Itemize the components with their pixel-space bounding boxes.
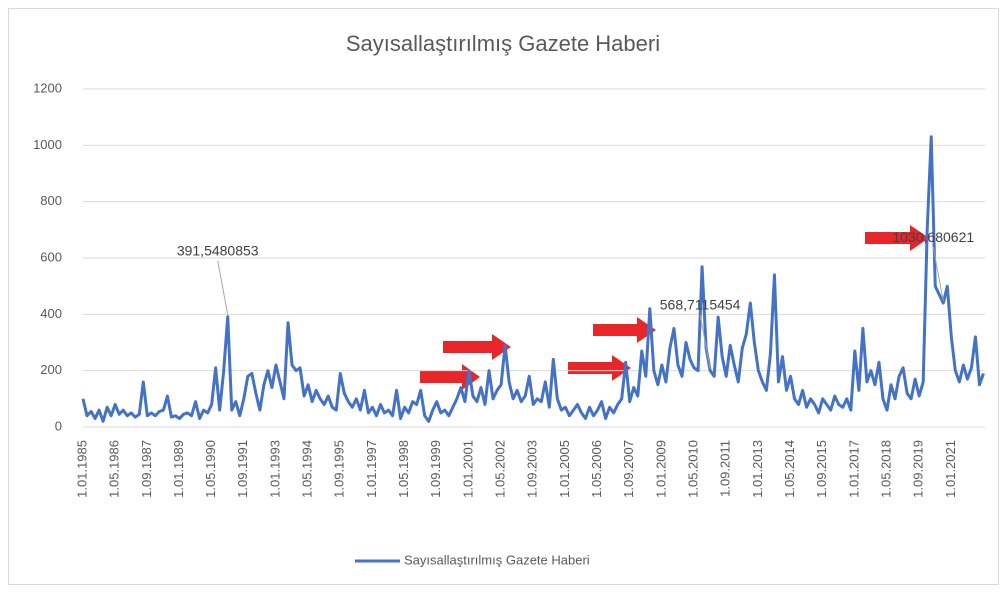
x-tick-label: 1.05.2002 xyxy=(493,440,508,498)
y-tick-label: 600 xyxy=(40,249,62,264)
x-tick-label: 1.05.1994 xyxy=(300,440,315,498)
arrow xyxy=(568,355,631,381)
x-tick-label: 1.09.2015 xyxy=(814,440,829,498)
chart-title: Sayısallaştırılmış Gazete Haberi xyxy=(346,31,660,56)
x-tick-label: 1.09.1995 xyxy=(332,440,347,498)
data-label: 1030,680621 xyxy=(892,229,974,245)
x-tick-label: 1.09.2011 xyxy=(718,440,733,497)
chart-border xyxy=(8,8,999,585)
legend-label: Sayısallaştırılmış Gazete Haberi xyxy=(404,552,590,567)
x-tick-label: 1.09.2019 xyxy=(911,440,926,498)
x-tick-label: 1.01.2001 xyxy=(460,440,475,498)
y-tick-label: 400 xyxy=(40,306,62,321)
x-tick-label: 1.05.2014 xyxy=(782,440,797,498)
x-tick-label: 1.01.2013 xyxy=(750,440,765,498)
x-tick-label: 1.01.1985 xyxy=(74,440,89,498)
y-tick-label: 1000 xyxy=(33,137,62,152)
x-tick-label: 1.05.1990 xyxy=(203,440,218,498)
leader-line xyxy=(699,314,711,369)
x-tick-label: 1.01.2005 xyxy=(557,440,572,498)
leader-line xyxy=(217,260,229,315)
x-tick-label: 1.05.2018 xyxy=(878,440,893,498)
x-tick-label: 1.01.2017 xyxy=(846,440,861,498)
arrows xyxy=(420,225,929,390)
y-tick-label: 0 xyxy=(55,418,62,433)
leader-line xyxy=(932,246,944,302)
x-tick-label: 1.05.2010 xyxy=(685,440,700,498)
x-tick-label: 1.05.2006 xyxy=(589,440,604,498)
arrow xyxy=(593,317,656,343)
data-label: 568,7115454 xyxy=(660,296,741,312)
x-tick-label: 1.01.1989 xyxy=(171,440,186,498)
x-tick-label: 1.01.1997 xyxy=(364,440,379,498)
x-tick-label: 1.05.1986 xyxy=(107,440,122,498)
arrow xyxy=(443,334,511,360)
x-tick-label: 1.09.2003 xyxy=(525,440,540,498)
series-line xyxy=(81,135,985,423)
y-tick-label: 200 xyxy=(40,362,62,377)
x-tick-label: 1.09.1991 xyxy=(235,440,250,498)
y-tick-label: 1200 xyxy=(33,80,62,95)
x-tick-label: 1.09.1999 xyxy=(428,440,443,498)
y-tick-label: 800 xyxy=(40,193,62,208)
arrow xyxy=(865,225,929,251)
x-tick-label: 1.01.1993 xyxy=(267,440,282,498)
data-label: 391,5480853 xyxy=(177,242,259,258)
x-tick-label: 1.05.1998 xyxy=(396,440,411,498)
x-tick-label: 1.09.1987 xyxy=(139,440,154,498)
x-tick-label: 1.01.2009 xyxy=(653,440,668,498)
x-tick-label: 1.01.2021 xyxy=(943,440,958,498)
x-tick-label: 1.09.2007 xyxy=(621,440,636,498)
